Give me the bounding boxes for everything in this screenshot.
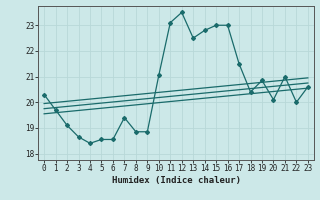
X-axis label: Humidex (Indice chaleur): Humidex (Indice chaleur) [111, 176, 241, 185]
